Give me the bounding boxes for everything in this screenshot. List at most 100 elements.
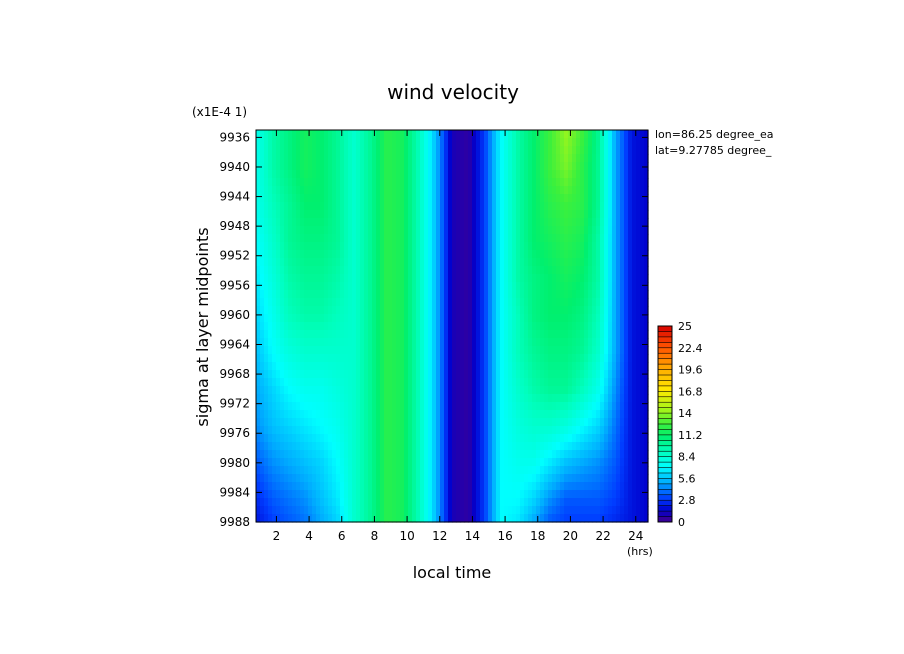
heatmap-cell [496, 466, 501, 475]
heatmap-cell [288, 274, 293, 283]
heatmap-cell [308, 274, 313, 283]
heatmap-cell [476, 474, 481, 483]
heatmap-cell [312, 194, 317, 203]
heatmap-cell [572, 394, 577, 403]
heatmap-cell [416, 330, 421, 339]
heatmap-cell [548, 274, 553, 283]
heatmap-cell [560, 178, 565, 187]
heatmap-cell [588, 234, 593, 243]
heatmap-cell [448, 170, 453, 179]
heatmap-cell [360, 314, 365, 323]
heatmap-cell [464, 346, 469, 355]
heatmap-cell [368, 378, 373, 387]
heatmap-cell [428, 258, 433, 267]
heatmap-cell [636, 434, 641, 443]
heatmap-cell [616, 450, 621, 459]
heatmap-cell [400, 482, 405, 491]
heatmap-cell [492, 322, 497, 331]
heatmap-cell [556, 306, 561, 315]
heatmap-cell [428, 370, 433, 379]
heatmap-cell [516, 314, 521, 323]
heatmap-cell [504, 194, 509, 203]
heatmap-cell [628, 402, 633, 411]
heatmap-cell [388, 218, 393, 227]
heatmap-cell [600, 282, 605, 291]
heatmap-cell [432, 378, 437, 387]
heatmap-cell [644, 162, 649, 171]
heatmap-cell [544, 338, 549, 347]
heatmap-cell [512, 234, 517, 243]
heatmap-cell [268, 490, 273, 499]
heatmap-cell [272, 242, 277, 251]
heatmap-cell [264, 282, 269, 291]
heatmap-cell [644, 210, 649, 219]
heatmap-cell [612, 338, 617, 347]
heatmap-cell [392, 418, 397, 427]
heatmap-cell [524, 266, 529, 275]
heatmap-cell [336, 354, 341, 363]
heatmap-cell [316, 338, 321, 347]
heatmap-cell [260, 298, 265, 307]
heatmap-cell [536, 234, 541, 243]
heatmap-cell [424, 370, 429, 379]
heatmap-cell [416, 506, 421, 515]
heatmap-cell [548, 458, 553, 467]
heatmap-cell [440, 178, 445, 187]
heatmap-cell [460, 482, 465, 491]
heatmap-cell [588, 162, 593, 171]
heatmap-cell [576, 514, 581, 523]
heatmap-cell [276, 490, 281, 499]
heatmap-cell [432, 402, 437, 411]
heatmap-cell [448, 474, 453, 483]
heatmap-cell [328, 434, 333, 443]
heatmap-cell [396, 394, 401, 403]
heatmap-cell [504, 434, 509, 443]
heatmap-cell [536, 282, 541, 291]
heatmap-cell [408, 402, 413, 411]
heatmap-cell [268, 186, 273, 195]
heatmap-cell [628, 426, 633, 435]
heatmap-cell [392, 282, 397, 291]
heatmap-cell [308, 466, 313, 475]
heatmap-cell [324, 346, 329, 355]
y-axis: 9936994099449948995299569960996499689972… [219, 130, 648, 529]
heatmap-cell [460, 210, 465, 219]
heatmap-cell [420, 474, 425, 483]
heatmap-cell [616, 426, 621, 435]
heatmap-cell [456, 330, 461, 339]
heatmap-cell [628, 218, 633, 227]
heatmap-cell [348, 218, 353, 227]
heatmap-cell [276, 290, 281, 299]
heatmap-cell [456, 282, 461, 291]
heatmap-cell [620, 434, 625, 443]
heatmap-cell [376, 154, 381, 163]
heatmap-cell [536, 130, 541, 139]
heatmap-cell [360, 474, 365, 483]
heatmap-cell [456, 426, 461, 435]
heatmap-cell [260, 514, 265, 523]
heatmap-cell [260, 162, 265, 171]
heatmap-cell [504, 426, 509, 435]
heatmap-cell [564, 498, 569, 507]
heatmap-cell [520, 458, 525, 467]
heatmap-cell [552, 242, 557, 251]
heatmap-cell [420, 234, 425, 243]
heatmap-cell [304, 250, 309, 259]
heatmap-cell [528, 434, 533, 443]
heatmap-cell [620, 490, 625, 499]
heatmap-cell [376, 490, 381, 499]
heatmap-cell [292, 378, 297, 387]
heatmap-cell [580, 186, 585, 195]
heatmap-cell [344, 338, 349, 347]
heatmap-cell [448, 178, 453, 187]
heatmap-cell [572, 226, 577, 235]
heatmap-cell [432, 418, 437, 427]
heatmap-cell [504, 346, 509, 355]
heatmap-cell [288, 402, 293, 411]
heatmap-cell [472, 210, 477, 219]
heatmap-cell [320, 202, 325, 211]
heatmap-cell [256, 250, 261, 259]
heatmap-cell [576, 490, 581, 499]
heatmap-cell [464, 482, 469, 491]
heatmap-cell [260, 194, 265, 203]
